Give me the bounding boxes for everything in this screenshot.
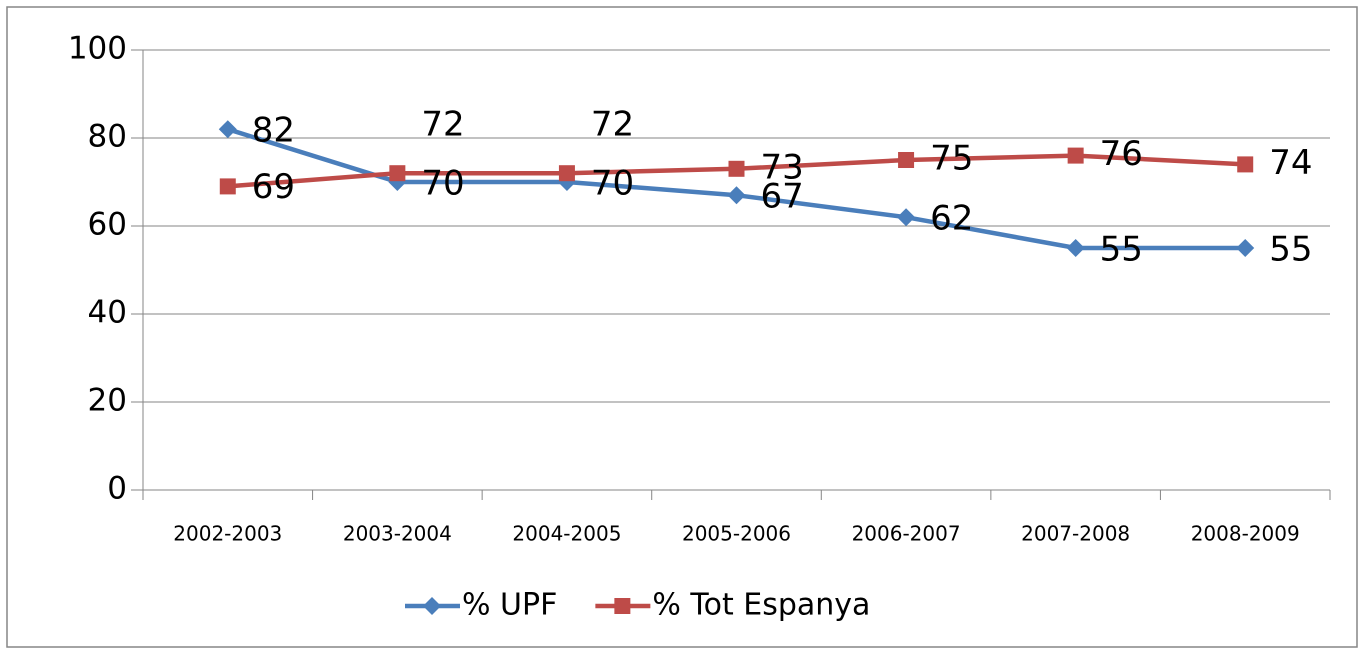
x-tick-label: 2002-2003: [173, 522, 282, 546]
y-tick-label: 100: [68, 31, 127, 67]
x-tick-label: 2007-2008: [1021, 522, 1130, 546]
data-label: 75: [930, 139, 973, 179]
marker: [1066, 239, 1085, 257]
data-label: 55: [1269, 230, 1312, 270]
marker: [727, 186, 746, 205]
data-label: 70: [591, 164, 634, 204]
y-tick-label: 60: [88, 207, 127, 243]
data-label: 70: [421, 164, 464, 204]
data-label: 55: [1100, 230, 1143, 270]
y-tick-label: 80: [88, 119, 127, 155]
data-label: 73: [761, 147, 804, 187]
legend-label: % UPF: [462, 588, 557, 623]
x-tick-label: 2008-2009: [1191, 522, 1300, 546]
marker: [558, 165, 575, 182]
y-tick-label: 0: [107, 471, 127, 507]
y-tick-label: 20: [88, 383, 127, 419]
marker: [389, 165, 406, 182]
data-label: 62: [930, 199, 973, 239]
data-label: 76: [1100, 134, 1143, 174]
marker: [897, 208, 916, 227]
marker: [898, 152, 915, 168]
marker: [1236, 239, 1255, 257]
marker: [728, 160, 745, 177]
marker: [423, 597, 441, 615]
data-label: 82: [252, 111, 295, 151]
marker: [219, 178, 236, 195]
data-label: 74: [1269, 143, 1312, 183]
data-label: 72: [421, 105, 464, 145]
x-tick-label: 2005-2006: [682, 522, 791, 546]
x-tick-label: 2004-2005: [512, 522, 621, 546]
data-label: 69: [252, 167, 295, 207]
marker: [1237, 156, 1254, 173]
y-tick-label: 40: [88, 295, 127, 331]
chart-frame: [6, 6, 1358, 648]
marker: [1067, 147, 1084, 164]
legend-label: % Tot Espanya: [652, 588, 870, 623]
data-label: 72: [591, 105, 634, 145]
marker: [218, 120, 237, 139]
x-tick-label: 2003-2004: [343, 522, 452, 546]
marker: [614, 598, 631, 614]
x-tick-label: 2006-2007: [852, 522, 961, 546]
data-label: 67: [761, 177, 804, 217]
